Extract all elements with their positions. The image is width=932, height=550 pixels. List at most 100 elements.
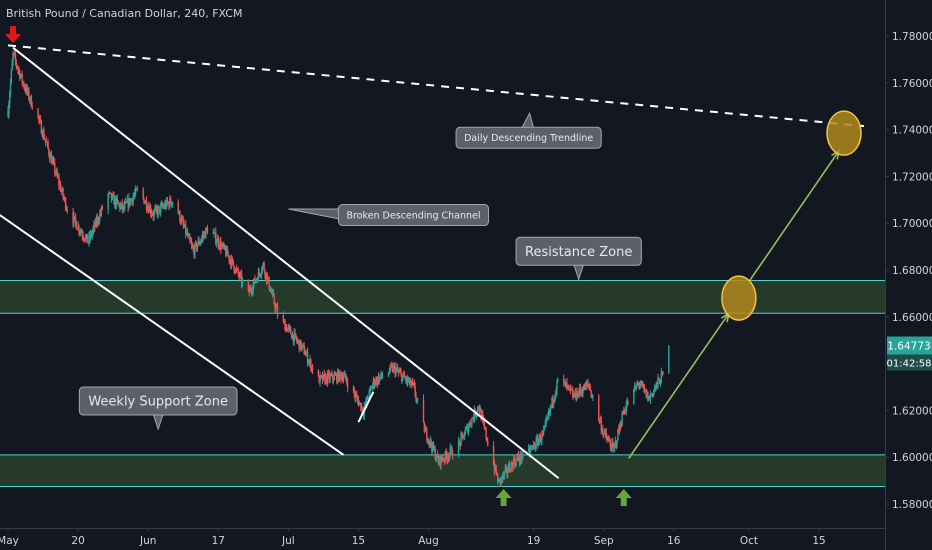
candle-body-666 (653, 390, 655, 396)
candle-body-27 (29, 96, 32, 101)
candle-body-10 (15, 60, 18, 66)
candle-body-400 (396, 368, 398, 370)
candle-body-397 (393, 365, 396, 367)
candle-body-518 (509, 470, 511, 472)
candle-body-266 (264, 270, 266, 277)
candle-body-502 (496, 473, 498, 476)
candle-body-279 (275, 306, 277, 310)
candle-body-379 (373, 379, 375, 386)
candle-body-609 (600, 420, 602, 431)
candle-body-83 (86, 234, 88, 243)
candle-body-78 (82, 235, 84, 238)
candle-body-491 (482, 414, 484, 419)
candle-body-350 (344, 374, 346, 376)
candle-body-636 (623, 410, 625, 415)
candle-body-582 (572, 394, 575, 398)
candle-body-420 (412, 383, 415, 385)
candle-body-550 (541, 432, 543, 440)
candle-body-362 (359, 402, 361, 404)
candle-body-137 (136, 189, 139, 191)
candle-body-219 (220, 241, 222, 250)
candle-body-116 (119, 204, 121, 209)
x-tick-label-6: Aug (418, 535, 439, 547)
candle-body-86 (89, 235, 91, 239)
candle-body-647 (637, 383, 639, 385)
candle-body-458 (449, 447, 451, 454)
candle-body-512 (504, 468, 506, 472)
candle-body-629 (617, 429, 619, 441)
candle-body-545 (537, 438, 539, 446)
target-circle-0 (721, 275, 757, 321)
candle-body-2 (8, 93, 11, 105)
candle-body-203 (201, 235, 204, 239)
candle-body-495 (485, 428, 487, 438)
candle-body-227 (226, 248, 229, 256)
candle-body-274 (270, 290, 273, 294)
candle-body-651 (640, 381, 642, 385)
candle-body-164 (164, 203, 166, 208)
candle-body-31 (38, 116, 40, 120)
candle-body-605 (592, 395, 594, 397)
candle-body-26 (28, 99, 31, 101)
candle-body-638 (624, 411, 627, 413)
candle-body-292 (290, 334, 293, 339)
candle-body-202 (200, 238, 203, 241)
candle-body-25 (28, 89, 30, 100)
candle-body-575 (567, 385, 569, 387)
candle-body-32 (39, 119, 41, 121)
candle-body-555 (545, 419, 547, 423)
candle-body-665 (652, 393, 654, 396)
candle-body-639 (625, 405, 627, 412)
candle-body-49 (53, 160, 55, 163)
callout-box (78, 386, 238, 416)
candle-body-135 (134, 188, 137, 194)
candle-body-673 (658, 379, 661, 384)
candle-body-385 (378, 377, 380, 383)
candle-body-633 (620, 425, 622, 428)
candle-body-59 (61, 188, 63, 191)
candle-body-364 (361, 406, 363, 411)
candle-body-438 (432, 443, 435, 450)
candle-body-41 (46, 142, 48, 144)
candle-body-109 (113, 195, 115, 205)
candle-body-446 (439, 456, 441, 466)
candle-body-441 (435, 458, 437, 460)
candle-body-66 (72, 211, 74, 224)
candle-body-613 (603, 430, 606, 434)
candle-body-210 (212, 232, 214, 234)
candle-body-82 (85, 234, 88, 237)
candle-body-300 (297, 340, 300, 342)
candle-body-407 (401, 375, 404, 382)
x-tick-label-1: 20 (71, 535, 84, 547)
candle-body-626 (614, 441, 617, 445)
candle-body-507 (500, 477, 502, 483)
candle-body-644 (634, 386, 637, 389)
candle-body-121 (123, 205, 125, 209)
candle-body-234 (232, 260, 234, 266)
candle-body-326 (324, 375, 326, 383)
candle-body-381 (375, 378, 377, 384)
candle-body-122 (124, 203, 126, 209)
candle-body-130 (130, 198, 133, 200)
candle-body-573 (565, 382, 567, 387)
y-tick-label-1: 1.76000 (892, 78, 932, 90)
candle-body-18 (22, 82, 24, 84)
candle-body-390 (387, 373, 390, 377)
projection-arrow-0 (628, 312, 730, 459)
candle-body-649 (638, 384, 641, 386)
candle-body-537 (530, 447, 532, 450)
candle-body-460 (451, 447, 453, 456)
candle-body-615 (605, 432, 607, 438)
candle-body-187 (188, 235, 190, 237)
candle-body-324 (322, 374, 325, 381)
candle-body-579 (570, 389, 572, 391)
candle-body-69 (74, 216, 77, 222)
candle-body-268 (265, 272, 268, 282)
candle-body-427 (423, 422, 426, 432)
candle-body-62 (64, 198, 66, 200)
candle-body-493 (483, 422, 486, 428)
candle-body-409 (403, 373, 406, 378)
candle-body-528 (517, 455, 520, 460)
candle-body-316 (311, 366, 313, 370)
